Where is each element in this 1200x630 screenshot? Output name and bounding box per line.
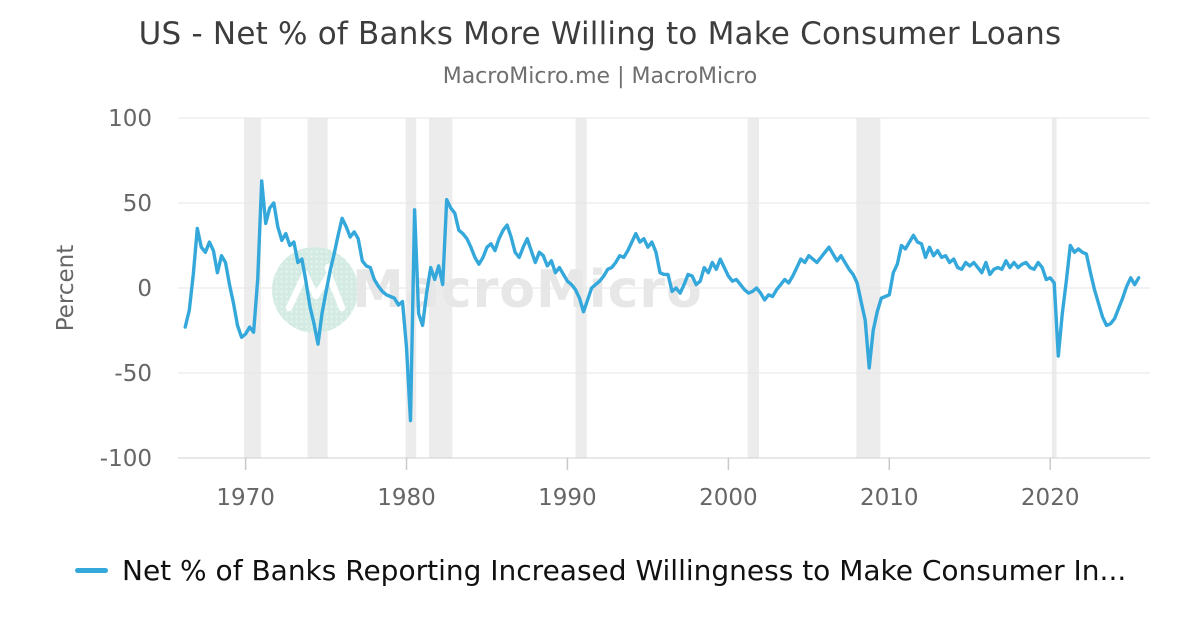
x-tick-label: 1990 xyxy=(538,485,597,511)
y-tick-label: 0 xyxy=(137,276,152,302)
legend-line-swatch xyxy=(75,568,108,573)
page-subtitle: MacroMicro.me | MacroMicro xyxy=(442,64,758,89)
x-tick-label: 1970 xyxy=(216,485,275,511)
series-line[interactable] xyxy=(183,179,1141,423)
y-tick-label: 50 xyxy=(123,191,152,217)
gridlines: 100 50 0 -50 -100 xyxy=(100,106,1150,472)
x-tick-label: 2000 xyxy=(699,485,758,511)
y-tick-label: -100 xyxy=(100,446,152,472)
legend-item[interactable]: Net % of Banks Reporting Increased Willi… xyxy=(75,554,1126,587)
x-tick-label: 2020 xyxy=(1021,485,1080,511)
x-tick-label: 2010 xyxy=(860,485,919,511)
y-tick-label: -50 xyxy=(114,361,152,387)
x-axis: 1970 1980 1990 2000 2010 2020 xyxy=(216,458,1079,511)
y-tick-label: 100 xyxy=(108,106,152,132)
page-title: US - Net % of Banks More Willing to Make… xyxy=(138,16,1062,52)
watermark-logo-glyph xyxy=(285,270,346,312)
watermark-text: MacroMicro xyxy=(352,260,703,320)
legend-label: Net % of Banks Reporting Increased Willi… xyxy=(122,554,1127,587)
x-tick-label: 1980 xyxy=(377,485,436,511)
watermark: MacroMicro xyxy=(272,247,703,333)
